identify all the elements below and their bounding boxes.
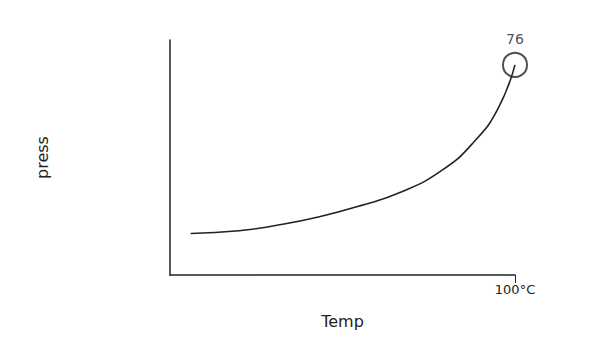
svg-text:76: 76 [506, 31, 524, 47]
svg-text:press: press [33, 136, 52, 179]
svg-text:100°C: 100°C [495, 282, 535, 297]
svg-text:Temp: Temp [320, 312, 364, 331]
